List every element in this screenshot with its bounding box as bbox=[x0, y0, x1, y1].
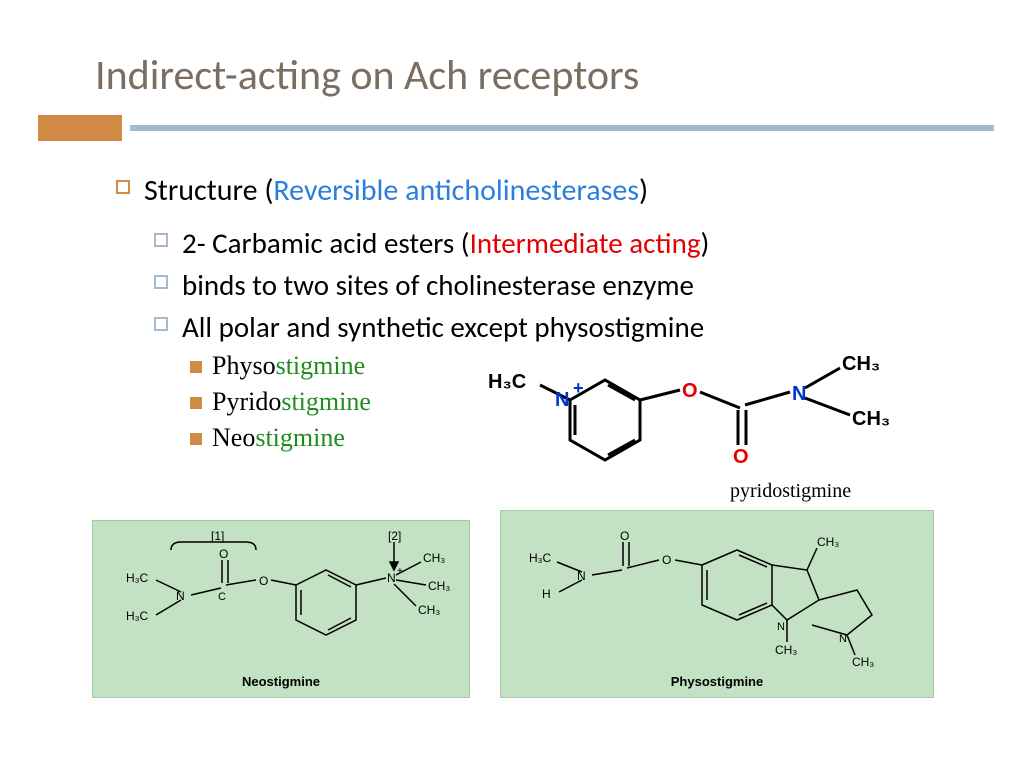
svg-text:CH₃: CH₃ bbox=[428, 579, 450, 593]
svg-text:H₃C: H₃C bbox=[126, 609, 149, 623]
svg-text:CH₃: CH₃ bbox=[852, 655, 874, 669]
divider-line bbox=[130, 125, 994, 131]
bullet-square-icon bbox=[190, 361, 202, 373]
svg-text:H₃C: H₃C bbox=[529, 551, 552, 565]
chem-structure-pyridostigmine: H₃C N + O O N CH₃ CH₃ bbox=[460, 350, 930, 490]
text: binds to two sites of cholinesterase enz… bbox=[182, 267, 694, 303]
bullet-square-icon bbox=[154, 275, 168, 289]
svg-text:N: N bbox=[555, 389, 569, 411]
svg-text:C: C bbox=[218, 591, 226, 603]
chem-structure-physostigmine: H₃C H N O O CH₃ N CH₃ N CH₃ Physostigmin… bbox=[500, 510, 934, 698]
svg-text:H: H bbox=[542, 587, 551, 601]
svg-text:N: N bbox=[387, 571, 396, 585]
highlight-text: stigmine bbox=[276, 351, 366, 380]
bullet-square-icon bbox=[154, 233, 168, 247]
bullet-l1-1: 2- Carbamic acid esters (Intermediate ac… bbox=[154, 225, 996, 261]
svg-text:H₃C: H₃C bbox=[488, 371, 526, 393]
bullet-square-icon bbox=[190, 433, 202, 445]
svg-text:CH₃: CH₃ bbox=[842, 353, 880, 375]
chem-structure-neostigmine: [1] [2] H₃C H₃C N C O O N + CH₃ CH₃ CH₃ … bbox=[92, 520, 470, 698]
svg-text:N: N bbox=[176, 589, 185, 603]
highlight-text: Intermediate acting bbox=[470, 225, 701, 261]
svg-text:N: N bbox=[577, 569, 586, 583]
svg-text:O: O bbox=[733, 446, 749, 468]
svg-text:+: + bbox=[573, 378, 584, 398]
text: Structure ( bbox=[144, 172, 273, 209]
chem-label: Neostigmine bbox=[242, 674, 320, 689]
molecule-diagram: H₃C H N O O CH₃ N CH₃ N CH₃ bbox=[507, 520, 927, 670]
bullet-square-icon bbox=[116, 180, 130, 194]
accent-block bbox=[38, 115, 122, 141]
svg-text:CH₃: CH₃ bbox=[418, 603, 440, 617]
text: 2- Carbamic acid esters ( bbox=[182, 225, 470, 261]
svg-text:O: O bbox=[259, 574, 268, 588]
molecule-diagram: H₃C N + O O N CH₃ CH₃ bbox=[460, 350, 930, 490]
bullet-square-icon bbox=[190, 397, 202, 409]
svg-text:H₃C: H₃C bbox=[126, 571, 149, 585]
text: ) bbox=[700, 225, 709, 261]
text: Physo bbox=[212, 351, 276, 380]
svg-text:[2]: [2] bbox=[388, 530, 401, 543]
svg-text:O: O bbox=[620, 529, 629, 543]
svg-text:N: N bbox=[777, 621, 785, 633]
slide-title: Indirect-acting on Ach receptors bbox=[95, 50, 639, 101]
svg-text:N: N bbox=[839, 633, 847, 645]
highlight-text: stigmine bbox=[255, 423, 345, 452]
text: ) bbox=[639, 172, 648, 209]
text: Pyrido bbox=[212, 387, 281, 416]
svg-text:CH₃: CH₃ bbox=[423, 551, 445, 565]
svg-text:CH₃: CH₃ bbox=[775, 643, 797, 657]
svg-text:[1]: [1] bbox=[211, 530, 224, 543]
text: Neo bbox=[212, 423, 255, 452]
svg-text:O: O bbox=[682, 380, 698, 402]
svg-text:CH₃: CH₃ bbox=[852, 408, 890, 430]
text: All polar and synthetic except physostig… bbox=[182, 309, 704, 345]
svg-text:CH₃: CH₃ bbox=[817, 535, 839, 549]
bullet-l1-3: All polar and synthetic except physostig… bbox=[154, 309, 996, 345]
svg-text:+: + bbox=[397, 566, 403, 577]
bullet-l1-2: binds to two sites of cholinesterase enz… bbox=[154, 267, 996, 303]
svg-text:N: N bbox=[792, 383, 806, 405]
chem-label-pyridostigmine: pyridostigmine bbox=[730, 480, 851, 503]
molecule-diagram: [1] [2] H₃C H₃C N C O O N + CH₃ CH₃ CH₃ bbox=[101, 530, 461, 670]
divider bbox=[0, 115, 1024, 141]
highlight-text: Reversible anticholinesterases bbox=[273, 172, 639, 209]
svg-text:O: O bbox=[219, 547, 228, 561]
highlight-text: stigmine bbox=[281, 387, 371, 416]
chem-label: Physostigmine bbox=[671, 674, 763, 689]
bullet-l0: Structure (Reversible anticholinesterase… bbox=[116, 172, 996, 209]
bullet-square-icon bbox=[154, 317, 168, 331]
svg-text:O: O bbox=[662, 553, 671, 567]
